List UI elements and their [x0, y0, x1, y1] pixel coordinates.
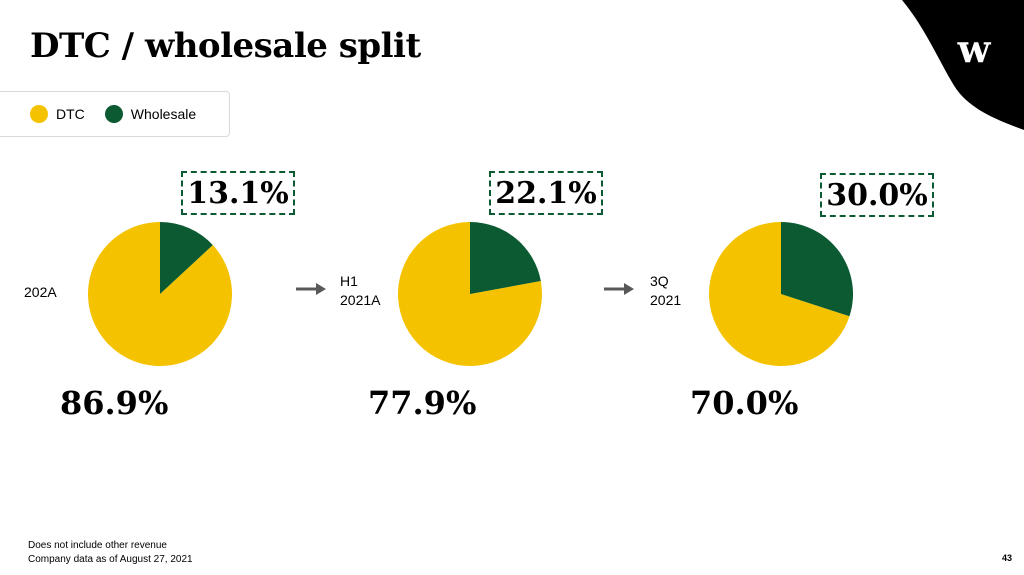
dtc-pct-label-2: 77.9% — [368, 384, 477, 422]
pie-slice-wholesale-1 — [160, 222, 213, 294]
legend-item-wholesale: Wholesale — [104, 105, 197, 123]
arrow-icon-1 — [296, 283, 326, 295]
pie-slice-dtc-1 — [88, 222, 233, 366]
period-label-3: 3Q 2021 — [650, 273, 682, 308]
wholesale-pct-box-1: 13.1% — [181, 171, 295, 215]
arrow-icon-2 — [604, 283, 634, 295]
legend: DTC Wholesale — [0, 91, 230, 137]
page-number: 43 — [1001, 553, 1012, 563]
dtc-pct-label-3: 70.0% — [690, 384, 799, 422]
period-label-2: H1 2021A — [340, 273, 381, 308]
dtc-pct-label-1: 86.9% — [60, 384, 169, 422]
legend-swatch-wholesale — [104, 105, 123, 123]
pie-slice-dtc-3 — [709, 222, 850, 367]
legend-swatch-dtc — [30, 105, 48, 123]
slide-title: DTC / wholesale split — [30, 26, 421, 66]
logo-text: w — [957, 26, 992, 71]
footnote-1: Does not include other revenue — [28, 540, 167, 551]
wholesale-pct-box-3: 30.0% — [820, 173, 934, 217]
pie-slice-wholesale-2 — [470, 222, 541, 294]
wholesale-pct-label-2: 22.1% — [495, 175, 597, 211]
legend-label-dtc: DTC — [56, 106, 85, 122]
footnote-2: Company data as of August 27, 2021 — [28, 554, 193, 565]
wholesale-pct-label-1: 13.1% — [187, 175, 289, 211]
period-label-1: 202A — [24, 284, 57, 300]
brand-logo-corner: w — [902, 0, 1024, 130]
wholesale-pct-box-2: 22.1% — [489, 171, 603, 215]
footnotes: Does not include other revenue Company d… — [28, 539, 193, 567]
wholesale-pct-label-3: 30.0% — [826, 177, 928, 213]
pie-slice-wholesale-3 — [781, 222, 853, 317]
legend-item-dtc: DTC — [30, 105, 85, 123]
legend-label-wholesale: Wholesale — [130, 106, 197, 122]
